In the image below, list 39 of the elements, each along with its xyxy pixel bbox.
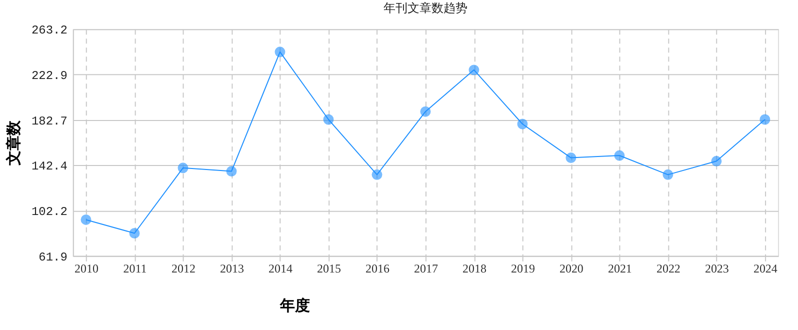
x-tick-label: 2012 [172, 261, 196, 276]
point [129, 228, 140, 238]
x-tick-label: 2021 [608, 261, 632, 276]
point [662, 169, 674, 180]
x-tick-label: 2024 [753, 261, 778, 276]
point [420, 106, 431, 117]
y-axis-title: 文章数 [4, 120, 22, 167]
point [517, 118, 528, 130]
x-tick-label: 2011 [123, 261, 147, 276]
point [178, 162, 188, 174]
point [274, 46, 286, 58]
y-tick-label: 142.4 [31, 160, 68, 174]
point [760, 114, 770, 125]
point [614, 150, 625, 161]
point [80, 214, 92, 225]
x-axis-title: 年度 [279, 296, 310, 314]
chart-title: 年刊文章数趋势 [383, 1, 468, 16]
y-tick-label: 222.9 [31, 69, 68, 84]
x-tick-label: 2014 [268, 261, 292, 276]
x-tick-label: 2023 [704, 261, 729, 276]
x-tick-label: 2016 [366, 261, 390, 276]
x-tick-label: 2015 [317, 261, 341, 276]
x-tick-label: 2020 [559, 261, 584, 276]
point [468, 64, 480, 76]
x-tick-label: 2010 [74, 261, 98, 276]
point [711, 156, 722, 166]
point [226, 166, 237, 177]
point [566, 152, 576, 164]
y-tick-label: 182.7 [31, 114, 68, 128]
point [323, 114, 334, 125]
x-tick-label: 2022 [656, 261, 680, 276]
y-tick-label: 102.2 [31, 204, 68, 219]
point [372, 169, 382, 180]
x-tick-label: 2019 [510, 261, 535, 276]
x-tick-label: 2018 [462, 261, 486, 276]
y-tick-label: 263.2 [31, 24, 68, 38]
x-tick-label: 2013 [220, 261, 244, 276]
y-tick-label: 61.9 [38, 250, 68, 264]
x-tick-label: 2017 [414, 261, 438, 276]
